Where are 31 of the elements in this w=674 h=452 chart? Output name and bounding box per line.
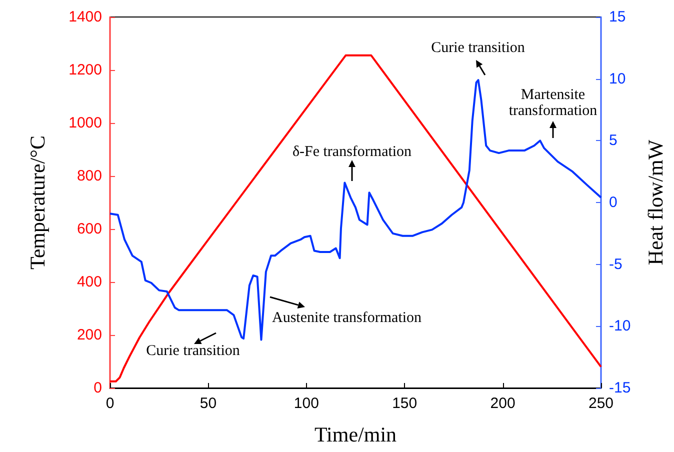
annotation: Curie transition (146, 343, 240, 359)
x-tick-label: 200 (490, 395, 516, 412)
y-tick-label: 800 (76, 168, 102, 184)
y-tick-label: 200 (76, 326, 102, 344)
y2-tick-label: -15 (609, 380, 631, 396)
y2-tick-label: -10 (609, 318, 631, 335)
annotation: Austenite transformation (272, 310, 422, 326)
x-tick-label: 100 (294, 395, 319, 412)
y-tick-label: 1400 (68, 8, 102, 26)
annotation: Martensite transformation (508, 87, 598, 119)
y2-tick-label: 15 (609, 8, 626, 26)
y2-axis-title: Heat flow/mW (644, 140, 668, 266)
x-tick-label: 150 (392, 395, 418, 412)
x-tick-label: 250 (588, 395, 614, 412)
x-tick-label: 50 (200, 395, 217, 412)
y-tick-label: 0 (94, 380, 102, 396)
line-series (109, 54, 602, 382)
annotation: Curie transition (431, 40, 526, 56)
y2-tick-label: 10 (609, 70, 626, 88)
y-tick-label: 1000 (68, 114, 102, 132)
annotation: δ-Fe transformation (292, 144, 412, 160)
y2-tick-label: 5 (609, 132, 618, 150)
y-axis-title: Temperature/°C (26, 135, 50, 270)
line-series (109, 79, 602, 341)
y-tick-label: 1200 (68, 62, 102, 78)
x-axis-title: Time/min (314, 422, 398, 446)
y-tick-label: 400 (76, 274, 102, 290)
y2-tick-label: -5 (609, 256, 622, 273)
y-tick-label: 600 (76, 220, 102, 238)
x-tick-label: 0 (106, 395, 114, 412)
y2-tick-label: 0 (609, 194, 618, 211)
